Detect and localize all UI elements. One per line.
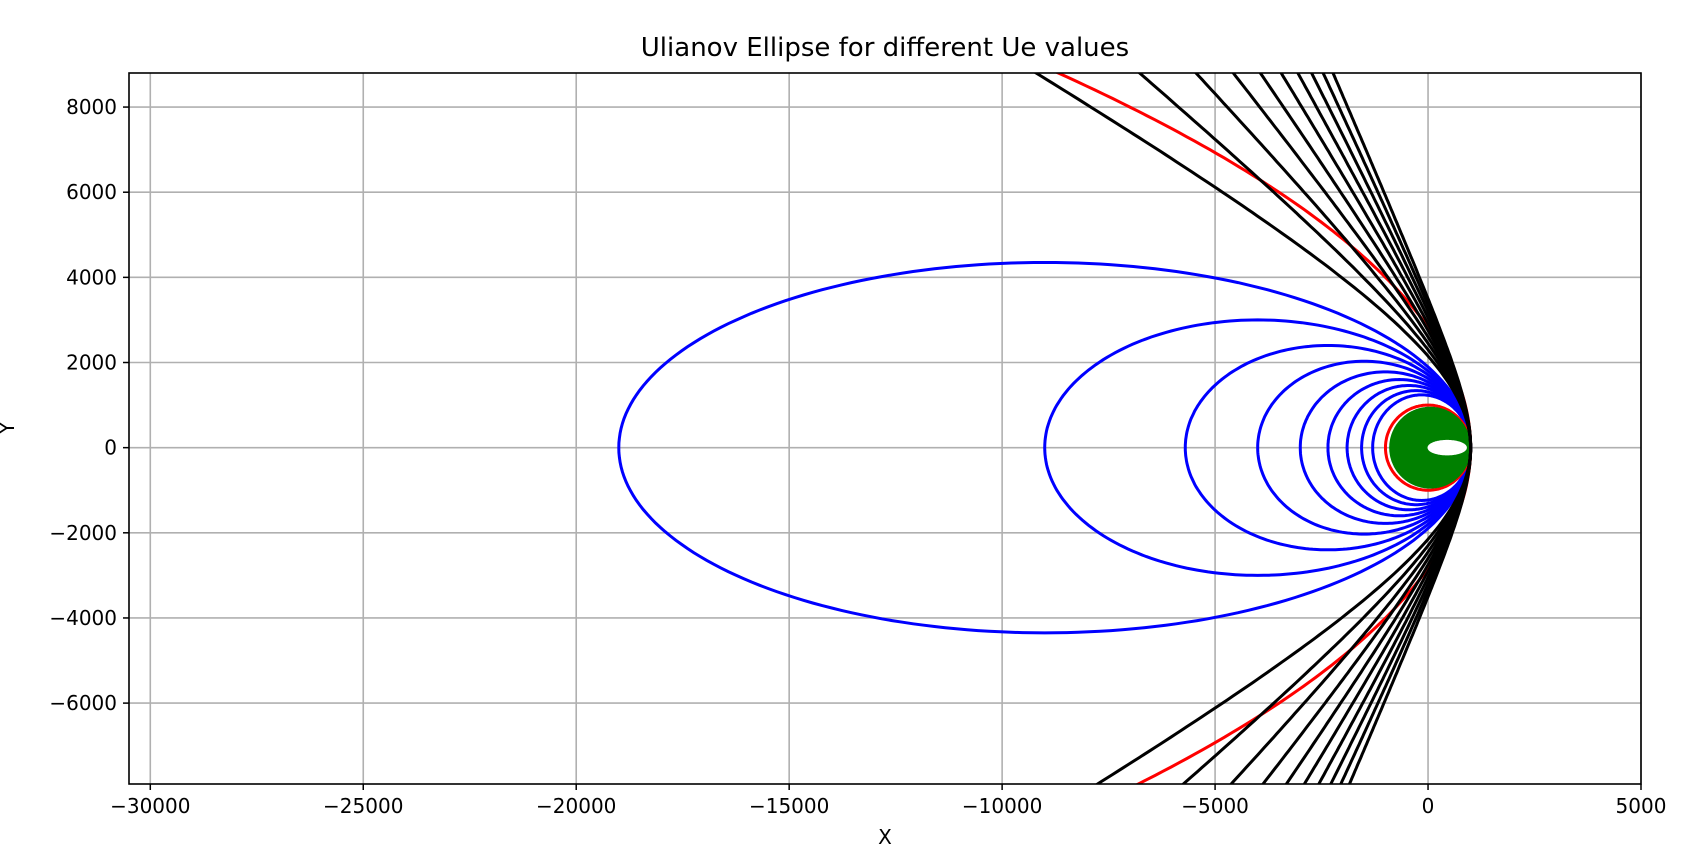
ellipse-curve bbox=[1043, 318, 1473, 577]
ellipse-curve bbox=[1360, 389, 1473, 507]
x-tick-label: 5000 bbox=[1616, 794, 1667, 818]
x-tick-label: −25000 bbox=[323, 794, 403, 818]
x-tick-label: −10000 bbox=[962, 794, 1042, 818]
chart-title: Ulianov Ellipse for different Ue values bbox=[641, 33, 1129, 63]
ellipse-curve bbox=[1256, 359, 1473, 536]
ellipse-curve bbox=[1326, 377, 1473, 518]
y-tick-label: 6000 bbox=[66, 180, 117, 204]
ticks: −30000 −25000 −20000 −15000 −10000 −5000 0 5000… bbox=[49, 95, 1666, 818]
y-axis-label: Y bbox=[0, 421, 19, 435]
y-tick-label: −6000 bbox=[49, 691, 117, 715]
ellipse-curve bbox=[617, 261, 1473, 635]
x-tick-label: −20000 bbox=[536, 794, 616, 818]
x-tick-label: −30000 bbox=[110, 794, 190, 818]
ellipse-curve bbox=[1298, 370, 1473, 525]
y-tick-label: 2000 bbox=[66, 351, 117, 375]
plot-frame bbox=[128, 72, 1642, 785]
x-tick-label: −15000 bbox=[749, 794, 829, 818]
x-tick-label: −5000 bbox=[1181, 794, 1249, 818]
ellipse-curve bbox=[1183, 344, 1473, 552]
ellipse-curve bbox=[1371, 393, 1473, 503]
y-tick-label: 4000 bbox=[66, 265, 117, 289]
plot-area bbox=[617, 73, 1473, 784]
filled-ellipse bbox=[1427, 439, 1467, 456]
parabola-curve bbox=[1054, 73, 1473, 784]
x-axis-label: X bbox=[878, 825, 892, 849]
x-tick-label: 0 bbox=[1422, 794, 1435, 818]
y-tick-label: −4000 bbox=[49, 606, 117, 630]
ellipse-curve bbox=[1345, 384, 1473, 512]
hyperbola-curve bbox=[1331, 73, 1473, 784]
ellipse-curve bbox=[1384, 403, 1473, 492]
y-tick-label: −2000 bbox=[49, 521, 117, 545]
y-tick-label: 0 bbox=[104, 436, 117, 460]
y-tick-label: 8000 bbox=[66, 95, 117, 119]
